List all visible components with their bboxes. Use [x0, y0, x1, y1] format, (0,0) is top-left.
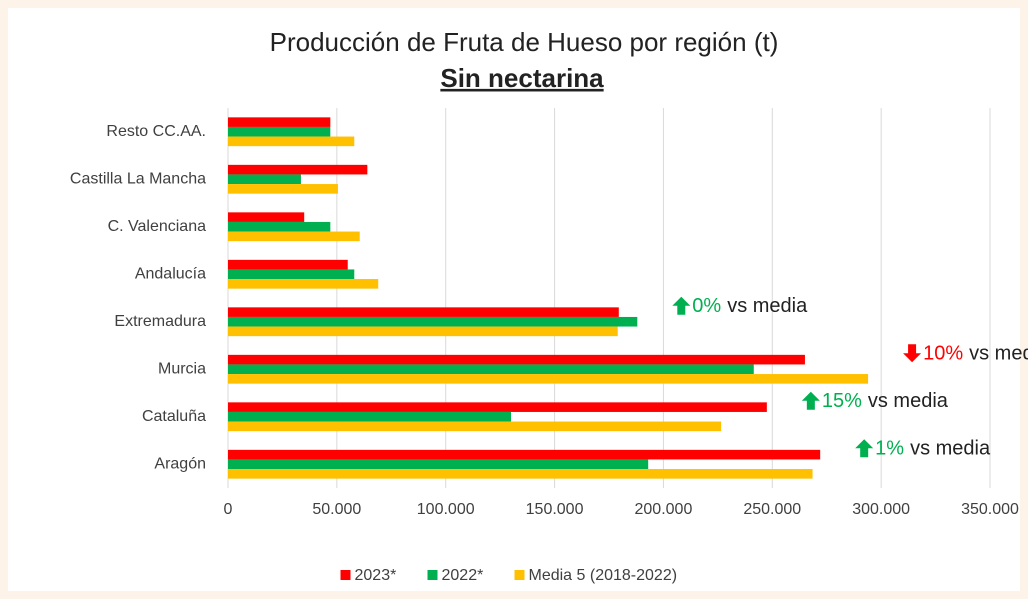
- annotation: 1% vs media: [875, 438, 991, 460]
- bar: [228, 259, 348, 270]
- annotation-change: 0%: [692, 295, 721, 317]
- annotation-label: vs media: [868, 390, 949, 412]
- chart-title: Producción de Fruta de Hueso por región …: [270, 27, 779, 57]
- x-tick-label: 350.000: [961, 501, 1019, 518]
- x-tick-label: 50.000: [312, 501, 361, 518]
- x-tick-label: 200.000: [635, 501, 693, 518]
- y-tick-label: Murcia: [158, 360, 206, 377]
- bar: [228, 269, 355, 280]
- y-tick-label: Aragón: [154, 455, 206, 472]
- bar: [228, 354, 805, 365]
- annotation-change: 10%: [923, 343, 963, 365]
- annotation-arrow: [855, 439, 874, 458]
- x-tick-label: 100.000: [417, 501, 475, 518]
- annotation-label: vs media: [727, 295, 808, 317]
- legend-label: 2022*: [442, 567, 484, 584]
- x-tick-label: 150.000: [526, 501, 584, 518]
- x-tick-label: 0: [224, 501, 233, 518]
- bar: [228, 231, 360, 242]
- bar: [228, 316, 638, 327]
- annotation: 0% vs media: [692, 295, 808, 317]
- bar: [228, 174, 301, 185]
- annotation-arrow: [672, 296, 691, 315]
- annotation-label: vs media: [910, 438, 991, 460]
- annotation-label: vs media: [969, 343, 1028, 365]
- legend-swatch: [340, 570, 351, 580]
- x-tick-label: 300.000: [852, 501, 910, 518]
- y-tick-label: Castilla La Mancha: [70, 170, 206, 187]
- y-tick-label: C. Valenciana: [108, 218, 207, 235]
- bar: [228, 469, 813, 479]
- legend-label: Media 5 (2018-2022): [529, 567, 678, 584]
- annotation-change: 1%: [875, 438, 904, 460]
- bar: [228, 164, 368, 175]
- bar: [228, 411, 512, 422]
- y-tick-label: Cataluña: [142, 408, 206, 425]
- bar: [228, 184, 338, 194]
- bar: [228, 402, 767, 412]
- chart-subtitle: Sin nectarina: [440, 63, 604, 93]
- annotation: 15% vs media: [822, 390, 949, 412]
- annotation-arrow: [903, 344, 922, 363]
- bar: [228, 459, 649, 470]
- legend-swatch: [427, 570, 438, 580]
- y-tick-label: Andalucía: [135, 265, 206, 282]
- legend-swatch: [514, 570, 525, 580]
- y-tick-label: Resto CC.AA.: [106, 123, 206, 140]
- chart-panel: [8, 8, 1020, 591]
- legend-label: 2023*: [355, 567, 397, 584]
- y-tick-label: Extremadura: [114, 313, 206, 330]
- annotation-change: 15%: [822, 390, 862, 412]
- bar: [228, 421, 722, 432]
- bar: [228, 307, 619, 317]
- bar: [228, 364, 754, 375]
- bar: [228, 221, 331, 232]
- x-tick-label: 250.000: [743, 501, 801, 518]
- bar: [228, 374, 869, 384]
- annotation-arrow: [801, 391, 820, 410]
- bar: [228, 449, 821, 460]
- bar: [228, 212, 305, 222]
- annotation: 10% vs media: [923, 343, 1028, 365]
- bar: [228, 126, 331, 137]
- bar: [228, 136, 355, 147]
- bar: [228, 326, 618, 337]
- bar: [228, 117, 331, 127]
- bar: [228, 279, 379, 289]
